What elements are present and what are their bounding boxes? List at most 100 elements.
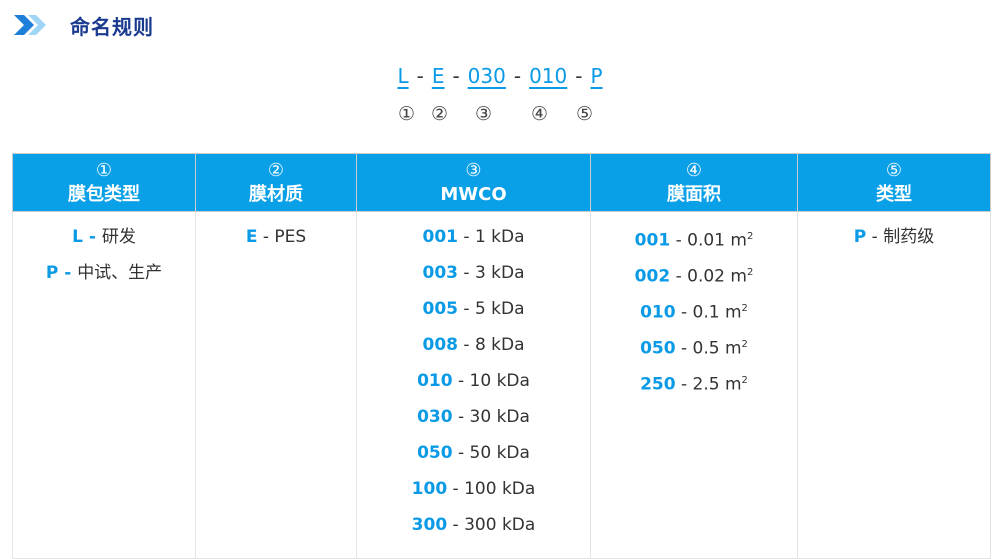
superscript: 2	[746, 231, 754, 242]
column-number: ⑤	[885, 159, 903, 181]
code-marker: ④	[531, 103, 549, 125]
naming-code: L - E -030-010- P	[0, 64, 1000, 88]
code-separator: -	[452, 64, 460, 88]
code-value: 30 kDa	[469, 407, 530, 427]
separator: -	[58, 263, 78, 283]
code-separator: -	[575, 64, 583, 88]
list-item: L - 研发	[13, 226, 195, 262]
code-key: 030	[417, 407, 453, 427]
section-header: 命名规则	[12, 10, 154, 40]
column-number: ①	[95, 159, 113, 181]
list-item: E - PES	[196, 226, 356, 262]
separator: -	[457, 299, 475, 319]
list-item: 002 - 0.02 m2	[591, 262, 797, 298]
code-segment: P	[590, 64, 603, 88]
code-key: 100	[411, 479, 448, 499]
code-key: L	[72, 227, 83, 247]
code-value: 0.01 m	[687, 230, 747, 251]
naming-table: ① 膜包类型 ② 膜材质 ③ MWCO ④ 膜面积 ⑤ 类型 L - 研发 P - 中试、生产 E -…	[12, 153, 991, 559]
column-cell: P - 制药级	[797, 211, 991, 559]
column-label: 膜面积	[667, 183, 721, 205]
code-value: 制药级	[883, 227, 935, 247]
separator: -	[675, 302, 693, 323]
separator: -	[257, 227, 275, 247]
code-key: 001	[422, 227, 458, 247]
column-cell: 001 - 0.01 m2 002 - 0.02 m2 010 - 0.1 m2 05…	[590, 211, 798, 559]
code-key: 005	[422, 299, 458, 319]
code-value: 3 kDa	[474, 263, 525, 283]
column-label: 膜包类型	[68, 183, 140, 205]
column-cell: E - PES	[195, 211, 357, 559]
separator: -	[452, 407, 470, 427]
list-item: 010 - 10 kDa	[357, 370, 590, 406]
code-key: 003	[422, 263, 458, 283]
separator: -	[457, 227, 475, 247]
list-item: P - 中试、生产	[13, 262, 195, 298]
column-header: ③ MWCO	[356, 153, 591, 212]
code-value: 研发	[101, 227, 136, 247]
list-item: 050 - 0.5 m2	[591, 334, 797, 370]
code-value: 1 kDa	[474, 227, 525, 247]
list-item: 010 - 0.1 m2	[591, 298, 797, 334]
column-header: ⑤ 类型	[797, 153, 991, 212]
column-header: ① 膜包类型	[12, 153, 196, 212]
column-header: ② 膜材质	[195, 153, 357, 212]
code-value: 中试、生产	[77, 263, 163, 283]
code-segment: 030	[467, 64, 506, 88]
code-key: 050	[640, 338, 676, 359]
double-chevron-right-icon	[12, 13, 52, 37]
list-item: 008 - 8 kDa	[357, 334, 590, 370]
column-label: 膜材质	[249, 183, 303, 205]
code-value: 0.5 m	[692, 338, 742, 359]
code-key: 300	[411, 515, 448, 535]
separator: -	[447, 479, 465, 499]
column-header: ④ 膜面积	[590, 153, 798, 212]
column-label: MWCO	[440, 183, 507, 205]
separator: -	[452, 371, 470, 391]
separator: -	[670, 230, 688, 251]
list-item: 100 - 100 kDa	[357, 478, 590, 514]
list-item: 003 - 3 kDa	[357, 262, 590, 298]
separator: -	[457, 263, 475, 283]
separator: -	[457, 335, 475, 355]
code-key: P	[45, 263, 59, 283]
list-item: P - 制药级	[798, 226, 990, 262]
code-key: 008	[422, 335, 458, 355]
column-number: ④	[685, 159, 703, 181]
code-segment: L	[397, 64, 409, 88]
code-key: 010	[417, 371, 453, 391]
code-value: 8 kDa	[474, 335, 525, 355]
superscript: 2	[746, 267, 754, 278]
section-title: 命名规则	[70, 14, 154, 39]
code-value: 2.5 m	[692, 374, 742, 395]
code-value: 0.1 m	[692, 302, 742, 323]
code-separator: -	[513, 64, 522, 88]
list-item: 250 - 2.5 m2	[591, 370, 797, 406]
list-item: 030 - 30 kDa	[357, 406, 590, 442]
separator: -	[675, 374, 693, 395]
separator: -	[452, 443, 470, 463]
code-marker: ①	[398, 103, 416, 125]
code-key: 050	[417, 443, 453, 463]
code-value: 0.02 m	[687, 266, 747, 287]
superscript: 2	[741, 303, 748, 314]
code-value: 10 kDa	[469, 371, 530, 391]
column-number: ③	[465, 159, 482, 181]
code-value: 100 kDa	[464, 479, 536, 499]
code-value: PES	[274, 227, 307, 247]
list-item: 050 - 50 kDa	[357, 442, 590, 478]
code-value: 300 kDa	[464, 515, 536, 535]
code-key: 001	[634, 230, 671, 251]
separator: -	[675, 338, 693, 359]
code-segment: 010	[529, 64, 568, 88]
column-cell: 001 - 1 kDa 003 - 3 kDa 005 - 5 kDa 008 - 8…	[356, 211, 591, 559]
column-cell: L - 研发 P - 中试、生产	[12, 211, 196, 559]
code-key: 010	[640, 302, 676, 323]
code-key: 002	[634, 266, 671, 287]
code-marker: ②	[431, 103, 449, 125]
list-item: 005 - 5 kDa	[357, 298, 590, 334]
code-value: 5 kDa	[474, 299, 525, 319]
code-key: 250	[640, 374, 676, 395]
code-segment: E	[431, 64, 445, 88]
code-marker: ③	[475, 103, 493, 125]
